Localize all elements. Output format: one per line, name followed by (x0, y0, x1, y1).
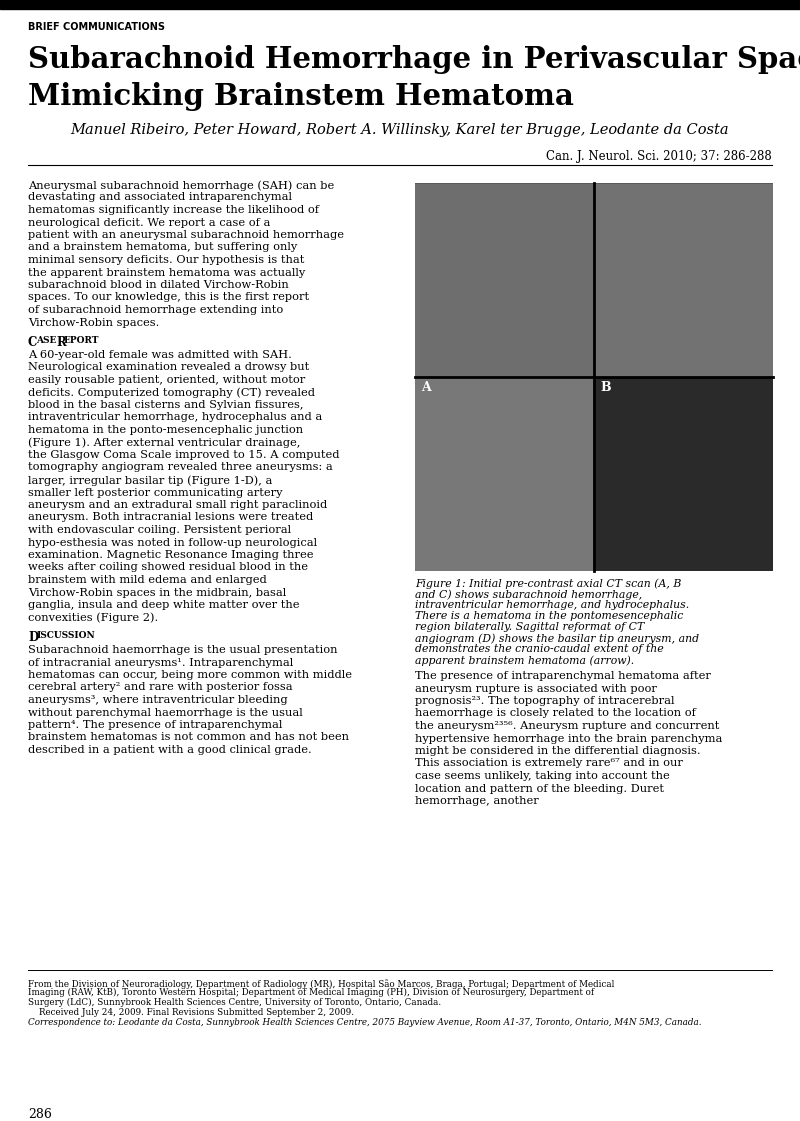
Text: of intracranial aneurysms¹. Intraparenchymal: of intracranial aneurysms¹. Intraparench… (28, 658, 294, 667)
Text: location and pattern of the bleeding. Duret: location and pattern of the bleeding. Du… (415, 784, 664, 794)
Text: Neurological examination revealed a drowsy but: Neurological examination revealed a drow… (28, 362, 310, 372)
Text: might be considered in the differential diagnosis.: might be considered in the differential … (415, 745, 701, 756)
Text: Aneurysmal subarachnoid hemorrhage (SAH) can be: Aneurysmal subarachnoid hemorrhage (SAH)… (28, 180, 334, 191)
Text: neurological deficit. We report a case of a: neurological deficit. We report a case o… (28, 217, 270, 228)
Text: of subarachnoid hemorrhage extending into: of subarachnoid hemorrhage extending int… (28, 305, 283, 315)
Text: blood in the basal cisterns and Sylvian fissures,: blood in the basal cisterns and Sylvian … (28, 400, 303, 410)
Text: intraventricular hemorrhage, and hydrocephalus.: intraventricular hemorrhage, and hydroce… (415, 600, 690, 610)
Text: hematomas significantly increase the likelihood of: hematomas significantly increase the lik… (28, 205, 319, 215)
Text: and a brainstem hematoma, but suffering only: and a brainstem hematoma, but suffering … (28, 242, 298, 252)
Text: larger, irregular basilar tip (Figure 1-D), a: larger, irregular basilar tip (Figure 1-… (28, 475, 272, 485)
Text: From the Division of Neuroradiology, Department of Radiology (MR), Hospital São : From the Division of Neuroradiology, Dep… (28, 979, 614, 989)
Text: intraventricular hemorrhage, hydrocephalus and a: intraventricular hemorrhage, hydrocephal… (28, 413, 322, 423)
Text: (Figure 1). After external ventricular drainage,: (Figure 1). After external ventricular d… (28, 437, 300, 448)
Text: Virchow-Robin spaces.: Virchow-Robin spaces. (28, 317, 159, 327)
Bar (595, 378, 773, 571)
Bar (415, 184, 593, 377)
Text: Surgery (LdC), Sunnybrook Health Sciences Centre, University of Toronto, Ontario: Surgery (LdC), Sunnybrook Health Science… (28, 998, 441, 1007)
Text: the Glasgow Coma Scale improved to 15. A computed: the Glasgow Coma Scale improved to 15. A… (28, 450, 339, 460)
Text: subarachnoid blood in dilated Virchow-Robin: subarachnoid blood in dilated Virchow-Ro… (28, 280, 289, 290)
Text: minimal sensory deficits. Our hypothesis is that: minimal sensory deficits. Our hypothesis… (28, 254, 304, 265)
Text: Received July 24, 2009. Final Revisions Submitted September 2, 2009.: Received July 24, 2009. Final Revisions … (28, 1008, 354, 1017)
Text: Virchow-Robin spaces in the midbrain, basal: Virchow-Robin spaces in the midbrain, ba… (28, 587, 286, 597)
Text: examination. Magnetic Resonance Imaging three: examination. Magnetic Resonance Imaging … (28, 550, 314, 560)
Text: A 60-year-old female was admitted with SAH.: A 60-year-old female was admitted with S… (28, 350, 292, 360)
Text: There is a hematoma in the pontomesencephalic: There is a hematoma in the pontomesencep… (415, 611, 683, 621)
Text: apparent brainstem hematoma (arrow).: apparent brainstem hematoma (arrow). (415, 655, 634, 666)
Text: hemorrhage, another: hemorrhage, another (415, 796, 538, 806)
Text: haemorrhage is closely related to the location of: haemorrhage is closely related to the lo… (415, 708, 696, 719)
Text: devastating and associated intraparenchymal: devastating and associated intraparenchy… (28, 193, 292, 203)
Text: cerebral artery² and rare with posterior fossa: cerebral artery² and rare with posterior… (28, 683, 293, 693)
Text: the aneurysm²³⁵⁶. Aneurysm rupture and concurrent: the aneurysm²³⁵⁶. Aneurysm rupture and c… (415, 721, 719, 731)
Text: Mimicking Brainstem Hematoma: Mimicking Brainstem Hematoma (28, 82, 574, 111)
Text: D: D (28, 631, 38, 643)
Text: described in a patient with a good clinical grade.: described in a patient with a good clini… (28, 745, 312, 756)
Text: Imaging (RAW, KtB), Toronto Western Hospital; Department of Medical Imaging (PH): Imaging (RAW, KtB), Toronto Western Hosp… (28, 989, 594, 998)
Text: aneurysm and an extradural small right paraclinoid: aneurysm and an extradural small right p… (28, 500, 327, 510)
Text: pattern⁴. The presence of intraparenchymal: pattern⁴. The presence of intraparenchym… (28, 720, 282, 730)
Text: ganglia, insula and deep white matter over the: ganglia, insula and deep white matter ov… (28, 600, 299, 610)
Text: weeks after coiling showed residual blood in the: weeks after coiling showed residual bloo… (28, 563, 308, 573)
Text: easily rousable patient, oriented, without motor: easily rousable patient, oriented, witho… (28, 376, 306, 385)
Text: D: D (600, 575, 611, 589)
Bar (415, 378, 593, 571)
Text: Can. J. Neurol. Sci. 2010; 37: 286-288: Can. J. Neurol. Sci. 2010; 37: 286-288 (546, 150, 772, 163)
Text: smaller left posterior communicating artery: smaller left posterior communicating art… (28, 488, 282, 498)
Text: region bilaterally. Sagittal reformat of CT: region bilaterally. Sagittal reformat of… (415, 622, 644, 632)
Text: hematoma in the ponto-mesencephalic junction: hematoma in the ponto-mesencephalic junc… (28, 425, 303, 435)
Text: aneurysm. Both intracranial lesions were treated: aneurysm. Both intracranial lesions were… (28, 512, 314, 522)
Text: without parenchymal haemorrhage is the usual: without parenchymal haemorrhage is the u… (28, 707, 302, 717)
Text: spaces. To our knowledge, this is the first report: spaces. To our knowledge, this is the fi… (28, 293, 309, 303)
Text: deficits. Computerized tomography (CT) revealed: deficits. Computerized tomography (CT) r… (28, 388, 315, 398)
Text: EPORT: EPORT (64, 336, 99, 345)
Text: convexities (Figure 2).: convexities (Figure 2). (28, 612, 158, 623)
Text: case seems unlikely, taking into account the: case seems unlikely, taking into account… (415, 771, 670, 781)
Text: brainstem with mild edema and enlarged: brainstem with mild edema and enlarged (28, 575, 266, 585)
Bar (595, 184, 773, 377)
Text: A: A (421, 381, 430, 393)
Text: This association is extremely rare⁶⁷ and in our: This association is extremely rare⁶⁷ and… (415, 759, 683, 769)
Text: B: B (600, 381, 610, 393)
Text: with endovascular coiling. Persistent perioral: with endovascular coiling. Persistent pe… (28, 525, 291, 535)
Text: brainstem hematomas is not common and has not been: brainstem hematomas is not common and ha… (28, 732, 349, 742)
Text: aneurysms³, where intraventricular bleeding: aneurysms³, where intraventricular bleed… (28, 695, 288, 705)
Text: 286: 286 (28, 1108, 52, 1121)
Text: Subarachnoid haemorrhage is the usual presentation: Subarachnoid haemorrhage is the usual pr… (28, 645, 338, 655)
Text: demonstrates the cranio-caudal extent of the: demonstrates the cranio-caudal extent of… (415, 643, 664, 654)
Text: hypertensive hemorrhage into the brain parenchyma: hypertensive hemorrhage into the brain p… (415, 733, 722, 743)
Bar (415, 183, 773, 571)
Text: hematomas can occur, being more common with middle: hematomas can occur, being more common w… (28, 670, 352, 680)
Text: aneurysm rupture is associated with poor: aneurysm rupture is associated with poor (415, 684, 657, 694)
Bar (0, 0, 800, 9)
Text: BRIEF COMMUNICATIONS: BRIEF COMMUNICATIONS (28, 22, 165, 33)
Text: prognosis²³. The topography of intracerebral: prognosis²³. The topography of intracere… (415, 696, 674, 706)
Text: Figure 1: Initial pre-contrast axial CT scan (A, B: Figure 1: Initial pre-contrast axial CT … (415, 578, 682, 589)
Text: tomography angiogram revealed three aneurysms: a: tomography angiogram revealed three aneu… (28, 463, 333, 472)
Text: and C) shows subarachnoid hemorrhage,: and C) shows subarachnoid hemorrhage, (415, 589, 642, 600)
Text: C: C (421, 575, 431, 589)
Text: angiogram (D) shows the basilar tip aneurysm, and: angiogram (D) shows the basilar tip aneu… (415, 633, 699, 643)
Text: C: C (28, 336, 38, 349)
Text: Correspondence to: Leodante da Costa, Sunnybrook Health Sciences Centre, 2075 Ba: Correspondence to: Leodante da Costa, Su… (28, 1018, 702, 1027)
Text: The presence of intraparenchymal hematoma after: The presence of intraparenchymal hematom… (415, 671, 711, 680)
Text: hypo-esthesia was noted in follow-up neurological: hypo-esthesia was noted in follow-up neu… (28, 537, 317, 547)
Text: ISCUSSION: ISCUSSION (37, 631, 95, 640)
Text: ASE: ASE (37, 336, 57, 345)
Text: the apparent brainstem hematoma was actually: the apparent brainstem hematoma was actu… (28, 268, 306, 278)
Text: patient with an aneurysmal subarachnoid hemorrhage: patient with an aneurysmal subarachnoid … (28, 230, 344, 240)
Text: Manuel Ribeiro, Peter Howard, Robert A. Willinsky, Karel ter Brugge, Leodante da: Manuel Ribeiro, Peter Howard, Robert A. … (70, 123, 730, 137)
Text: R: R (56, 336, 66, 349)
Text: Subarachnoid Hemorrhage in Perivascular Spaces: Subarachnoid Hemorrhage in Perivascular … (28, 45, 800, 74)
